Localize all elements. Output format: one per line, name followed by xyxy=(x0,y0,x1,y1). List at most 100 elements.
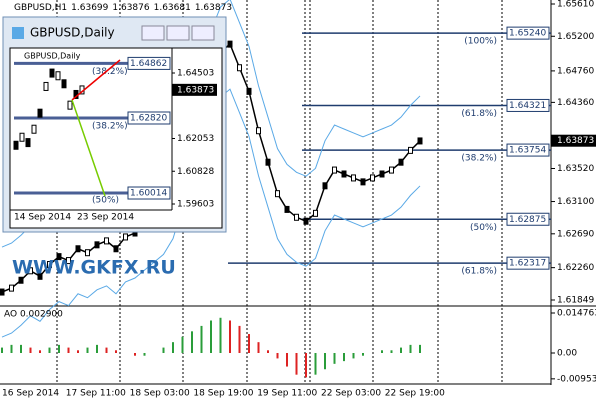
inset-fib-ratio: (38.2%) xyxy=(92,121,128,131)
fib-price: 1.65240 xyxy=(509,29,546,39)
close-button[interactable] xyxy=(191,25,215,41)
inset-fib-ratio: (50%) xyxy=(92,196,119,206)
inset-fib-box xyxy=(127,111,171,125)
trend-green xyxy=(71,99,106,197)
x-tick-label: 22 Sep 19:00 xyxy=(385,389,445,399)
inset-window[interactable]: GBPUSD,Daily 1.64503 1.62053 1.60828 1.59603… xyxy=(2,16,227,233)
inset-candle xyxy=(37,108,43,118)
inset-candle xyxy=(19,132,25,142)
price-candle xyxy=(313,209,318,217)
price-candle xyxy=(294,213,299,221)
y-tick-label: 1.65200 xyxy=(557,32,594,42)
ohlc-value: 1.63699 xyxy=(71,3,108,13)
y-tick-label: 1.62260 xyxy=(557,263,594,273)
inset-fib-price: 1.62820 xyxy=(130,113,167,123)
window-icon xyxy=(12,27,24,39)
inset-x-label: 14 Sep 2014 xyxy=(14,213,71,223)
x-tick-label: 18 Sep 19:00 xyxy=(193,389,253,399)
x-tick-label: 16 Sep 2014 xyxy=(2,389,59,399)
y-tick-label: 1.64760 xyxy=(557,66,594,76)
price-candle xyxy=(256,127,261,135)
price-candle xyxy=(284,205,290,213)
y-tick-label: 1.62690 xyxy=(557,229,594,239)
x-tick-label: 18 Sep 03:00 xyxy=(130,389,190,399)
price-candle xyxy=(47,261,52,269)
fib-ratio: (61.8%) xyxy=(461,109,497,119)
ao-title: AO 0.002900 xyxy=(4,310,63,320)
price-candle xyxy=(303,217,309,225)
trend-red xyxy=(71,59,121,101)
y-tick-label: 1.65610 xyxy=(557,0,594,10)
inset-fib-price: 1.60014 xyxy=(130,189,167,199)
maximize-button[interactable] xyxy=(166,25,190,41)
inset-y-tick-label: 1.62053 xyxy=(177,134,214,144)
price-candle xyxy=(94,241,100,249)
price-candle xyxy=(265,158,271,166)
inset-candle xyxy=(61,79,67,89)
fib-price: 1.62317 xyxy=(509,259,546,269)
inset-current-box xyxy=(172,83,217,96)
current-price: 1.63873 xyxy=(557,136,594,146)
price-candle xyxy=(56,253,62,261)
ao-tick-label: 0.014763 xyxy=(557,309,596,319)
price-candle xyxy=(341,170,347,178)
price-candle xyxy=(408,146,413,154)
fib-price: 1.62875 xyxy=(509,215,546,225)
current-price-box xyxy=(551,134,596,147)
inset-plot xyxy=(9,47,223,229)
y-tick-label: 1.63520 xyxy=(557,164,594,174)
inset-candle xyxy=(55,71,61,81)
x-tick-label: 17 Sep 11:00 xyxy=(66,389,126,399)
fib-price-box xyxy=(506,143,550,157)
fib-ratio: (100%) xyxy=(464,37,497,47)
window-title: GBPUSD,Daily xyxy=(30,26,115,40)
inset-fib-box xyxy=(127,186,171,200)
price-candle xyxy=(351,174,356,182)
price-candle xyxy=(75,245,81,253)
price-candle xyxy=(18,276,24,284)
fib-price-box xyxy=(506,256,550,270)
ohlc-value: 1.63681 xyxy=(154,3,191,13)
inset-fib-price: 1.64862 xyxy=(130,59,167,69)
price-candle xyxy=(360,178,366,186)
inset-candle xyxy=(67,100,73,110)
ao-tick-label: -0.009539 xyxy=(557,374,596,384)
fib-ratio: (50%) xyxy=(470,223,497,233)
price-candle xyxy=(66,257,71,265)
inset-candle xyxy=(25,138,31,148)
price-candle xyxy=(322,182,328,190)
inset-y-tick-label: 1.59603 xyxy=(177,200,214,210)
price-candle xyxy=(113,245,119,253)
x-tick-label: 19 Sep 11:00 xyxy=(257,389,317,399)
price-candle xyxy=(332,166,337,174)
fib-price-box xyxy=(506,26,550,40)
inset-y-tick-label: 1.64503 xyxy=(177,69,214,79)
price-candle xyxy=(370,174,375,182)
inset-x-label: 23 Sep 2014 xyxy=(77,213,134,223)
inset-fib-box xyxy=(127,56,171,70)
price-candle xyxy=(0,288,5,296)
price-candle xyxy=(123,233,128,241)
price-candle xyxy=(227,40,233,48)
price-candle xyxy=(37,272,43,280)
price-candle xyxy=(85,249,90,257)
inset-current-price: 1.63873 xyxy=(177,85,214,95)
price-candle xyxy=(398,158,404,166)
fib-ratio: (61.8%) xyxy=(461,267,497,277)
price-candle xyxy=(379,170,385,178)
y-tick-label: 1.63100 xyxy=(557,197,594,207)
ohlc-value: 1.63873 xyxy=(195,3,232,13)
inset-candle xyxy=(13,140,19,150)
price-candle xyxy=(104,237,109,245)
symbol: GBPUSD,H1 xyxy=(14,3,67,13)
inset-chart-label: GBPUSD,Daily xyxy=(24,52,81,61)
price-candle xyxy=(28,267,33,275)
price-candle xyxy=(275,190,280,198)
watermark: WWW.GKFX.RU xyxy=(12,257,176,279)
ao-tick-label: 0.00 xyxy=(557,349,577,359)
inset-candle xyxy=(31,124,37,134)
minimize-button[interactable] xyxy=(141,25,165,41)
price-candle xyxy=(246,87,252,95)
